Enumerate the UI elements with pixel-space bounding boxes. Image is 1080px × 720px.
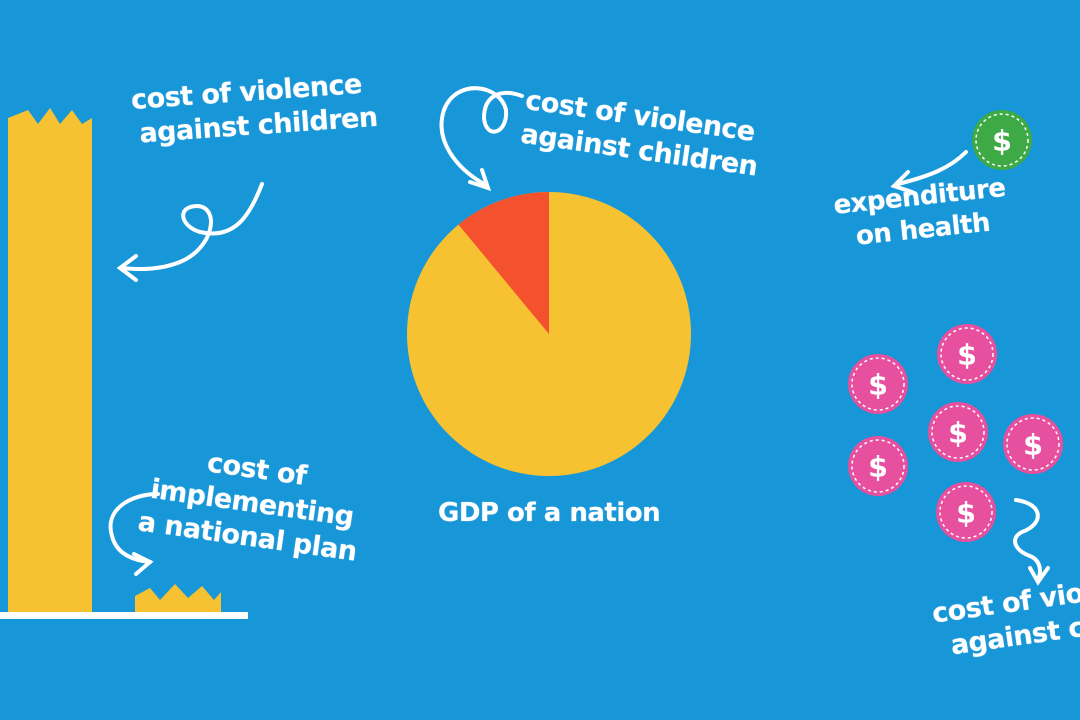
- pie-slice-violence: [458, 192, 549, 334]
- curly-arrow-icon: [439, 86, 524, 186]
- coin-body: [937, 324, 997, 384]
- coin-ring: [940, 327, 994, 381]
- pie-chart: [407, 192, 691, 476]
- arrow-head-icon: [116, 254, 138, 282]
- dollar-coin-icon: $: [848, 354, 908, 414]
- coin-body: [972, 110, 1032, 170]
- dollar-coin-icon: $: [936, 482, 996, 542]
- dollar-coin-icon: $: [848, 436, 908, 496]
- dollar-coin-icon: $: [937, 324, 997, 384]
- curly-arrow-icon: [1013, 498, 1042, 582]
- coin-ring: [1006, 417, 1060, 471]
- bar-national-plan: [135, 584, 221, 612]
- curly-arrow-icon: [896, 150, 968, 186]
- dollar-sign: $: [1023, 429, 1043, 462]
- coin-ring: [851, 357, 905, 411]
- dollar-sign: $: [957, 339, 977, 372]
- coin-ring: [851, 439, 905, 493]
- dollar-sign: $: [992, 125, 1012, 158]
- arrow-head-icon: [1028, 566, 1050, 586]
- coin-body: [1003, 414, 1063, 474]
- dollar-coin-icon: $: [928, 402, 988, 462]
- arrow-head-icon: [890, 170, 914, 194]
- coin-body: [848, 354, 908, 414]
- coin-body: [928, 402, 988, 462]
- coin-body: [848, 436, 908, 496]
- coin-body: [936, 482, 996, 542]
- dollar-sign: $: [868, 369, 888, 402]
- arrow-head-icon: [468, 168, 492, 192]
- dollar-sign: $: [956, 497, 976, 530]
- curly-arrow-icon: [108, 492, 160, 564]
- dollar-coin-icon: $: [1003, 414, 1063, 474]
- coin-ring: [939, 485, 993, 539]
- label-gdp: GDP of a nation: [438, 498, 661, 528]
- dollar-sign: $: [868, 451, 888, 484]
- coin-ring: [931, 405, 985, 459]
- dollar-sign: $: [948, 417, 968, 450]
- coin-ring: [975, 113, 1029, 167]
- bar-baseline: [0, 612, 248, 619]
- curly-arrow-icon: [120, 182, 264, 272]
- coin-group: $ $ $ $ $ $ $: [848, 110, 1063, 542]
- arrow-head-icon: [132, 552, 154, 576]
- dollar-coin-icon: $: [972, 110, 1032, 170]
- bar-violence: [8, 108, 92, 612]
